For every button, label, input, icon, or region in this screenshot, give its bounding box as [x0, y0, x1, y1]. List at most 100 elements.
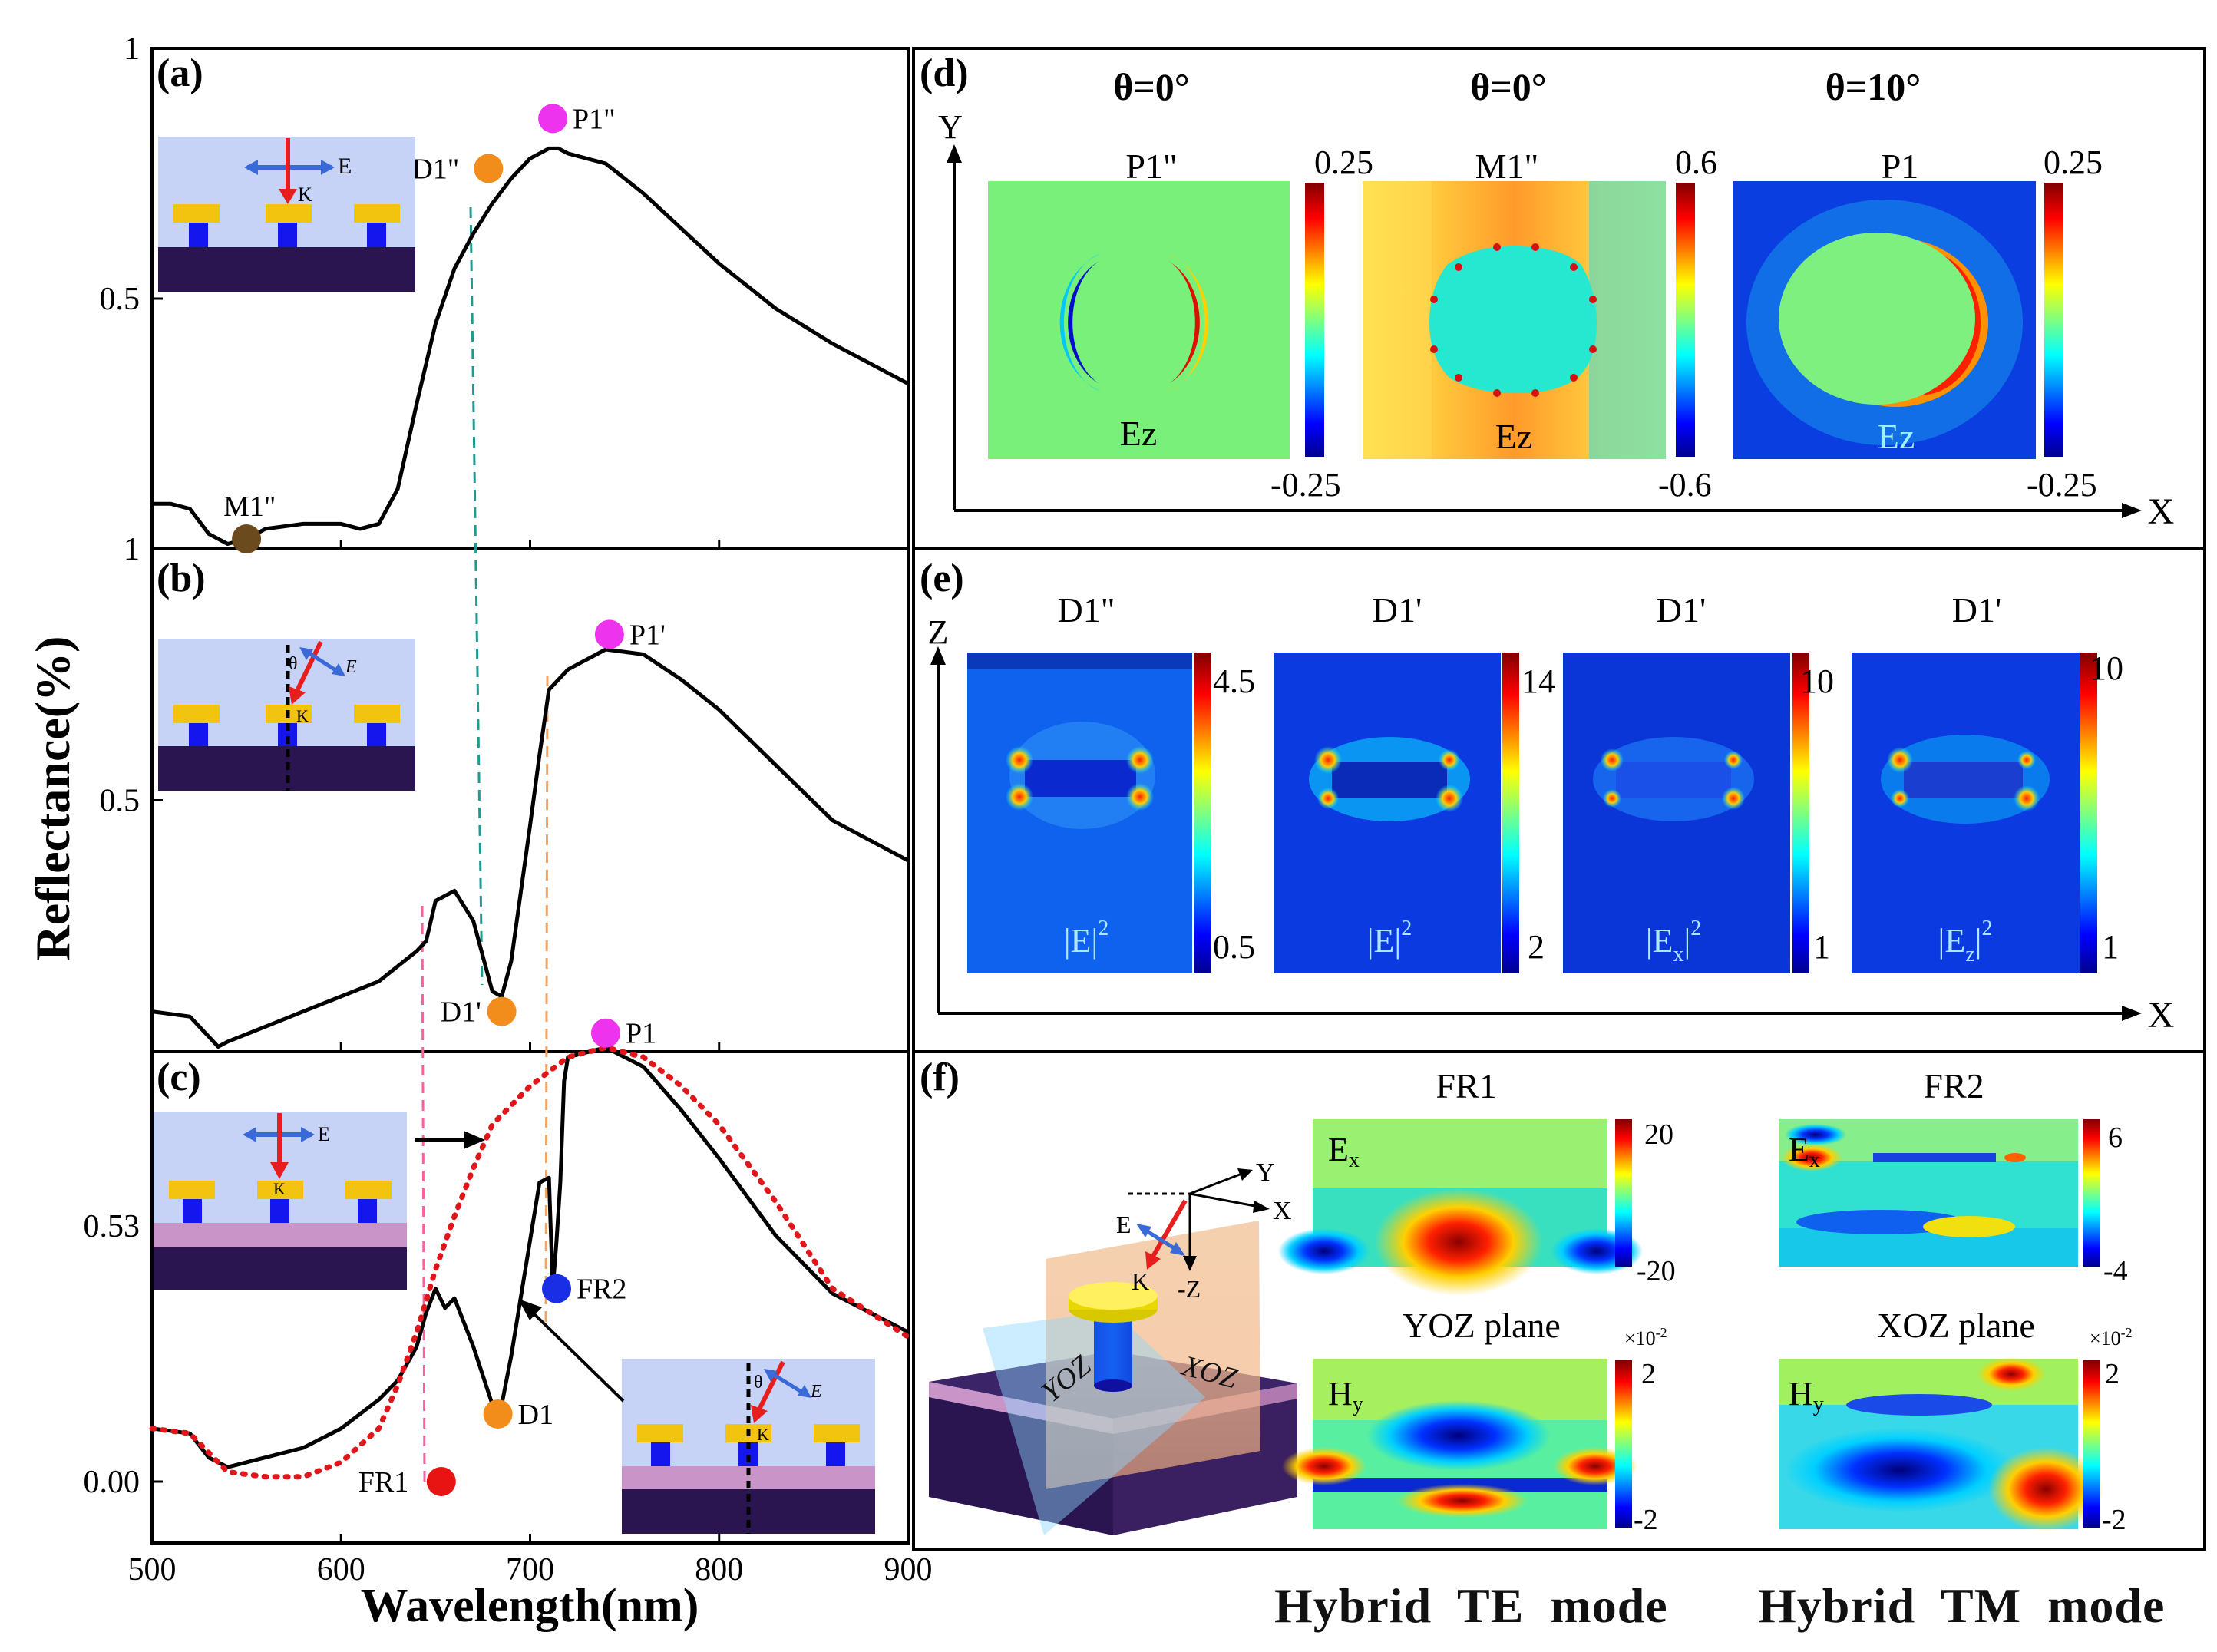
f-fr2-top-max: 6	[2108, 1122, 2123, 1154]
ytick-label-b-1: 0.5	[100, 784, 140, 819]
f-axis-y: Y	[1256, 1158, 1275, 1187]
ytick-label-a-0: 1	[124, 31, 140, 67]
e-map-1: D1" |E|2 4.5 0.5	[967, 590, 1255, 973]
marker-label-a-2: P1"	[573, 103, 616, 135]
marker-a-1	[474, 154, 504, 183]
marker-c-2	[483, 1399, 513, 1429]
tick-layer: 1 0.5 1 0.5 0.53 0.00 500 600 700 800 900	[84, 31, 933, 1588]
d-map-3-title: P1	[1882, 147, 1919, 186]
d-header-2: θ=0°	[1470, 65, 1547, 108]
x-axis-label: Wavelength(nm)	[361, 1580, 699, 1632]
e-map-2-sup: 2	[1401, 917, 1412, 940]
svg-text:|E|2: |E|2	[1064, 917, 1109, 960]
svg-text:|E|2: |E|2	[1367, 917, 1412, 960]
marker-label-b-1: P1'	[629, 619, 666, 651]
panel-label-f: (f)	[920, 1056, 960, 1099]
marker-c-0	[591, 1018, 620, 1048]
f-fr2-exp: ×10	[2090, 1327, 2121, 1350]
inset-c-normal: E K	[154, 1112, 407, 1290]
e-map-1-sup: 2	[1098, 917, 1108, 940]
e-map-2: D1' |E|2 14 2	[1274, 590, 1555, 973]
svg-text:Hy: Hy	[1789, 1375, 1824, 1416]
d-map-1-min: -0.25	[1270, 466, 1341, 504]
marker-c-1	[542, 1274, 571, 1303]
inset-b-theta: θ	[289, 654, 298, 674]
ytick-label-c-0: 0.53	[84, 1209, 140, 1244]
label-hybrid-te: Hybrid TE mode	[1274, 1578, 1668, 1633]
curve-b-reflectance	[150, 647, 910, 1049]
f-fr2-bot-field: H	[1789, 1375, 1813, 1412]
d-map-2-max: 0.6	[1675, 144, 1717, 181]
right-frame	[912, 47, 2206, 1551]
f-fr2-top-min: -4	[2103, 1255, 2128, 1287]
inset-c-oblique: θ E K	[622, 1359, 875, 1534]
e-map-3-field: |E	[1646, 922, 1673, 960]
d-map-3-max: 0.25	[2044, 144, 2103, 181]
f-fr1-exp-pow: -2	[1656, 1325, 1667, 1340]
f-axis-x: X	[1273, 1197, 1292, 1225]
inset-b: θ E K	[158, 639, 415, 791]
marker-c-3	[426, 1467, 456, 1496]
e-map-4-min: 1	[2102, 928, 2119, 966]
panel-label-a: (a)	[157, 51, 203, 95]
f-fr1-title: FR1	[1436, 1066, 1496, 1105]
e-map-1-min: 0.5	[1213, 928, 1255, 966]
marker-label-a-1: D1"	[411, 153, 459, 185]
marker-label-c-3: FR1	[358, 1466, 408, 1498]
svg-text:|Ex|2: |Ex|2	[1646, 917, 1702, 966]
curve-c-dotted	[149, 1045, 911, 1480]
inset-c2-theta: θ	[754, 1373, 763, 1393]
e-map-4-max: 10	[2090, 649, 2123, 687]
e-axis-x: X	[2148, 995, 2175, 1036]
marker-label-a-0: M1"	[223, 491, 276, 523]
f-fr2-bot-sub: y	[1813, 1393, 1824, 1416]
f-fr2-top-field: E	[1789, 1131, 1809, 1168]
panel-d: (d) θ=0° θ=0° θ=10° Y X P1" Ez 0.25 -0.2…	[920, 51, 2174, 532]
d-map-1-max: 0.25	[1314, 144, 1373, 181]
e-map-2-min: 2	[1528, 928, 1545, 966]
marker-label-c-0: P1	[626, 1018, 656, 1050]
d-map-2-field: Ez	[1495, 417, 1533, 456]
svg-text:|Ez|2: |Ez|2	[1938, 917, 1993, 966]
e-map-4-sub: z	[1965, 943, 1974, 966]
f-fr1-top-field: E	[1328, 1131, 1349, 1168]
d-map-1-field: Ez	[1120, 414, 1158, 453]
panel-label-b: (b)	[157, 557, 206, 600]
e-map-4-sup: 2	[1981, 917, 1992, 940]
e-map-2-max: 14	[1522, 662, 1555, 700]
marker-a-0	[232, 524, 262, 553]
f-fr2-top-sub: x	[1809, 1148, 1820, 1172]
inset-b-e: E	[345, 657, 357, 677]
f-fr1-bot-field: H	[1328, 1375, 1353, 1412]
xtick-label-0: 500	[128, 1552, 177, 1588]
e-map-3-max: 10	[1800, 662, 1834, 700]
e-map-3: D1' |Ex|2 10 1	[1563, 590, 1834, 973]
f-fr2-bot-min: -2	[2102, 1504, 2126, 1536]
f-axis-e: E	[1116, 1211, 1132, 1238]
e-map-4-bar: |	[1975, 922, 1982, 960]
e-map-1-max: 4.5	[1213, 662, 1255, 700]
e-map-2-title: D1'	[1373, 590, 1422, 629]
marker-a-2	[538, 104, 568, 134]
e-map-1-field: |E|	[1064, 922, 1099, 960]
e-map-4-title: D1'	[1952, 590, 2002, 629]
e-map-2-field: |E|	[1367, 922, 1402, 960]
e-map-3-bar: |	[1683, 922, 1690, 960]
ytick-label-a-1: 0.5	[100, 282, 140, 317]
inset-a-k: K	[298, 183, 312, 206]
f-fr1-exp: ×10	[1624, 1327, 1656, 1350]
e-map-4-field: |E	[1938, 922, 1966, 960]
panel-f: (f) YOZ XOZ	[920, 1056, 2133, 1536]
svg-text:Ex: Ex	[1789, 1131, 1820, 1172]
f-structure-3d: YOZ XOZ Y X E K -Z	[929, 1158, 1297, 1535]
e-map-1-title: D1"	[1058, 590, 1115, 629]
marker-b-0	[487, 996, 517, 1026]
f-fr1-bot-max: 2	[1641, 1358, 1656, 1390]
d-axis-x: X	[2148, 491, 2175, 532]
d-map-1-title: P1"	[1125, 147, 1177, 186]
xtick-label-1: 600	[317, 1552, 365, 1588]
marker-label-b-0: D1'	[441, 996, 481, 1029]
marker-label-c-2: D1	[518, 1399, 553, 1431]
e-axis-z: Z	[928, 613, 949, 651]
d-map-3-min: -0.25	[2027, 466, 2097, 504]
